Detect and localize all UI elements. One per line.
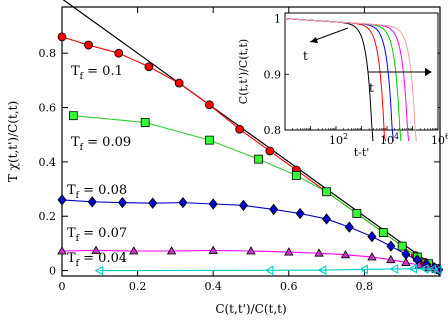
series-4-point-2 (317, 265, 327, 275)
series-2-point-0 (57, 194, 67, 206)
inset-x-tick-label-1: 104 (380, 132, 399, 147)
series-3-point-5 (246, 246, 256, 255)
series-2-point-10 (344, 221, 354, 233)
series-4-label: Tf = 0.04 (67, 251, 127, 269)
series-0-label: Tf = 0.1 (71, 64, 123, 82)
inset-y-tick-label-2: 1 (274, 13, 281, 26)
series-3-point-8 (340, 249, 351, 259)
plot-frame (61, 6, 441, 277)
inset-arrow-upper-label: t (303, 49, 308, 63)
series-4-point-5 (408, 263, 418, 274)
series-0-point-5 (205, 100, 214, 110)
series-4-point-0 (94, 265, 104, 276)
inset-curve-5 (284, 18, 417, 142)
series-4-point-6 (419, 263, 429, 274)
x-axis-label: C(t,t')/C(t,t) (215, 302, 286, 316)
series-1-point-6 (352, 209, 362, 218)
series-0-point-4 (174, 78, 184, 88)
inset-arrow-upper-head (310, 37, 318, 43)
series-4-point-8 (433, 265, 442, 275)
x-tick-label-1: 0.2 (129, 280, 147, 293)
series-2-point-11 (367, 230, 377, 243)
series-0-point-3 (144, 62, 154, 72)
series-3-point-9 (367, 252, 377, 261)
y-tick-label-2: 0.4 (39, 156, 57, 169)
series-1-point-1 (140, 118, 150, 127)
series-4-point-3 (359, 264, 368, 275)
inset-y-tick-label-1: 0.9 (264, 68, 282, 81)
series-2-point-9 (322, 213, 332, 225)
y-tick-label-3: 0.6 (39, 102, 57, 115)
series-3-point-2 (129, 246, 139, 255)
series-3-label: Tf = 0.07 (67, 226, 127, 244)
series-0-point-1 (84, 40, 93, 50)
series-1-point-5 (322, 187, 332, 197)
series-3-point-10 (386, 254, 396, 264)
series-1-point-7 (378, 228, 388, 237)
series-3-point-6 (284, 247, 294, 256)
inset-arrow-lower-label: t (369, 81, 374, 95)
series-2-label: Tf = 0.08 (67, 183, 127, 201)
y-tick-label-4: 0.8 (39, 47, 57, 60)
inset-x-axis-label: t-t' (354, 146, 370, 159)
series-3-point-3 (166, 246, 177, 255)
fdt-reference-line (62, 0, 441, 272)
series-3-point-4 (208, 245, 218, 254)
series-4: Tf = 0.04 (67, 251, 442, 276)
series-2-point-7 (269, 203, 279, 216)
inset-y-tick-label-0: 0.8 (264, 124, 282, 137)
x-tick-label-0: 0 (59, 280, 66, 293)
series-0-point-7 (265, 146, 275, 156)
main-plot: 0 0.2 0.4 0.6 0.8 0 0.2 0.4 0.6 0.8 C(t,t')/C(t,t)… (6, 0, 444, 316)
series-3: Tf = 0.07 (57, 226, 441, 273)
series-2-point-12 (386, 240, 396, 252)
series-4-point-4 (389, 263, 399, 274)
inset-arrow-lower-head (425, 68, 432, 76)
series-2-point-2 (117, 196, 127, 209)
series-3-point-1 (91, 245, 101, 254)
series-1-point-3 (254, 154, 263, 164)
series-2-point-3 (148, 197, 158, 209)
y-tick-label-0: 0 (49, 265, 56, 278)
series-2: Tf = 0.08 (57, 183, 444, 276)
series-1-point-4 (291, 171, 301, 180)
x-tick-label-3: 0.6 (280, 280, 298, 293)
inset-plot: 102 104 106 0.8 0.9 1 t-t' C(t,t')/C(t,t) t t (237, 12, 448, 159)
inset-x-tick-label-2: 106 (431, 132, 448, 147)
series-0-point-2 (114, 48, 124, 58)
series-0-point-6 (235, 124, 245, 134)
series-3-point-12 (414, 260, 424, 269)
x-tick-label-2: 0.4 (204, 280, 222, 293)
series-2-point-1 (87, 196, 97, 208)
series-4-point-1 (264, 265, 274, 276)
series-1-point-2 (205, 135, 214, 145)
inset-x-tick-label-0: 102 (329, 132, 348, 147)
y-axis-label: T χ(t,t')/C(t,t) (6, 101, 20, 182)
inset-y-axis-label: C(t,t')/C(t,t) (237, 39, 250, 104)
series-3-point-7 (314, 248, 324, 257)
series-0-point-0 (57, 32, 67, 42)
series-3-point-11 (401, 257, 411, 266)
series-3-point-0 (57, 246, 67, 255)
series-2-point-4 (178, 196, 188, 209)
x-tick-label-4: 0.8 (356, 280, 374, 293)
series-1-point-0 (68, 111, 78, 121)
series-2-point-8 (295, 207, 305, 220)
series-1-point-8 (397, 241, 407, 251)
series-1-label: Tf = 0.09 (71, 135, 131, 153)
series-2-point-5 (208, 198, 218, 210)
series-4-line (99, 268, 439, 272)
series-2-point-6 (238, 199, 248, 211)
y-tick-label-1: 0.2 (39, 210, 57, 223)
